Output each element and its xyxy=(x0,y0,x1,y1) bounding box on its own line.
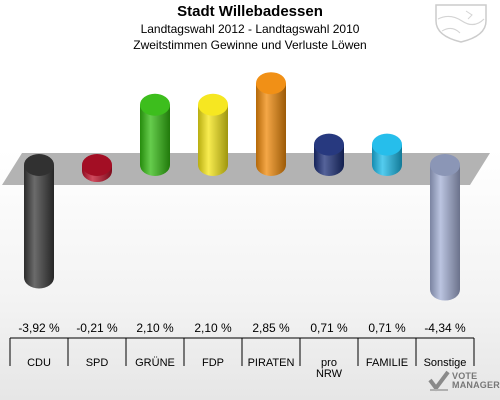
category-label: pro NRW xyxy=(315,357,343,380)
bar-sonstige xyxy=(430,154,460,301)
baseline-band xyxy=(2,153,490,185)
category-label: FDP xyxy=(202,357,224,369)
watermark-line-1: VOTE xyxy=(452,371,478,381)
chart-title: Stadt Willebadessen xyxy=(177,3,323,20)
category-label: FAMILIE xyxy=(365,357,409,369)
bar-spd xyxy=(82,154,113,183)
category-label: GRÜNE xyxy=(135,357,175,369)
ballot-check-icon xyxy=(428,370,450,392)
value-label: -3,92 % xyxy=(18,321,60,335)
category-label: Sonstige xyxy=(423,357,467,369)
value-label: -0,21 % xyxy=(76,321,118,335)
watermark-line-2: MANAGER xyxy=(452,380,500,390)
bar-fdp xyxy=(198,93,228,176)
value-label: 0,71 % xyxy=(310,321,348,335)
bar-gr-ne xyxy=(140,93,170,176)
category-label: SPD xyxy=(85,357,109,369)
value-label: -4,34 % xyxy=(424,321,466,335)
bar-familie xyxy=(372,133,402,176)
value-label: 2,10 % xyxy=(194,321,232,335)
value-label: 2,85 % xyxy=(252,321,290,335)
coat-of-arms-icon xyxy=(435,4,487,43)
bar-piraten xyxy=(256,72,286,176)
bar-pro-nrw xyxy=(314,133,344,176)
vote-manager-watermark: VOTE MANAGER xyxy=(428,368,500,398)
chart-subtitle-1: Landtagswahl 2012 - Landtagswahl 2010 xyxy=(140,22,360,36)
category-label: PIRATEN xyxy=(247,357,295,369)
value-label: 2,10 % xyxy=(136,321,174,335)
bar-cdu xyxy=(24,154,54,289)
value-label: 0,71 % xyxy=(368,321,406,335)
chart-subtitle-2: Zweitstimmen Gewinne und Verluste Löwen xyxy=(133,38,367,52)
category-label: CDU xyxy=(27,357,51,369)
